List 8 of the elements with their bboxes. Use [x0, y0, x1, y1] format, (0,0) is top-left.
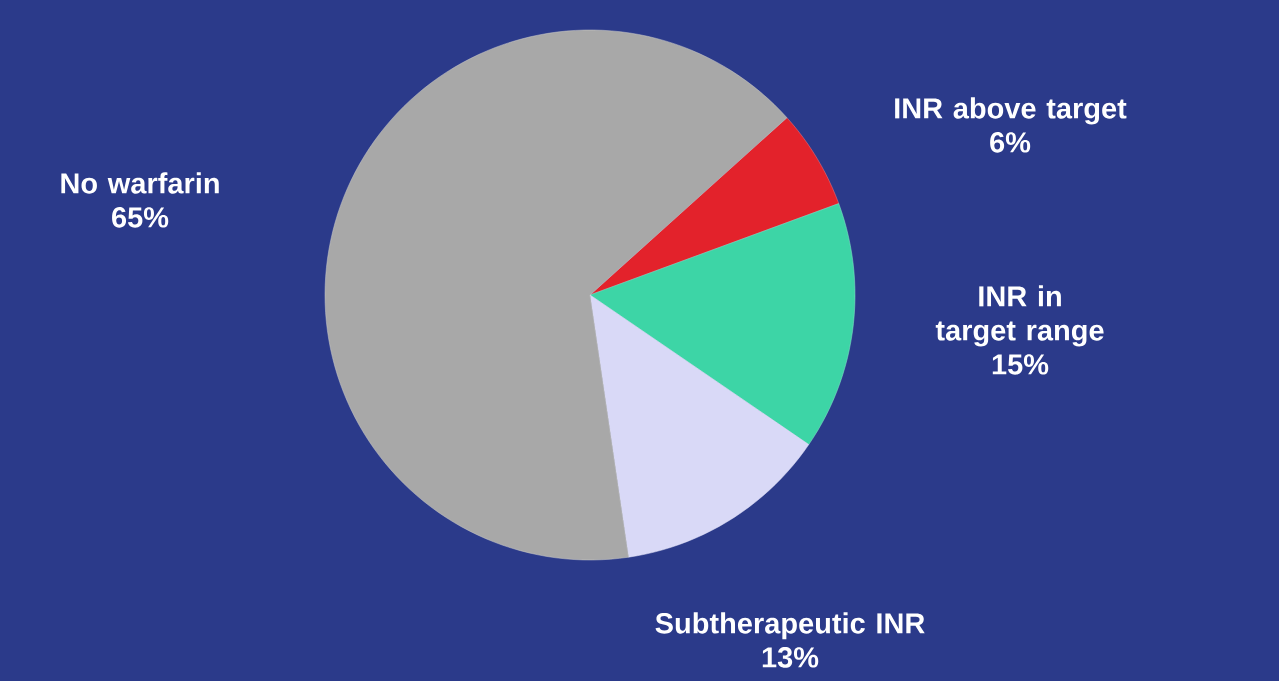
- slice-label: No warfarin: [61, 172, 219, 194]
- slice-label: INR in target range: [935, 285, 1104, 347]
- slice-label: INR above target: [895, 97, 1127, 125]
- data-label: 15%: [992, 354, 1049, 375]
- data-label: 13%: [762, 647, 819, 668]
- slice-label: Subtherapeutic INR: [655, 612, 925, 640]
- data-label: 6%: [990, 132, 1031, 153]
- data-label: 65%: [112, 207, 169, 228]
